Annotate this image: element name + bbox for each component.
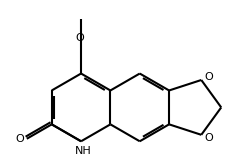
Text: O: O: [15, 134, 24, 144]
Text: OCH₃: OCH₃: [83, 14, 109, 24]
Text: methoxy: methoxy: [78, 15, 84, 16]
Text: NH: NH: [74, 146, 91, 156]
Text: O: O: [205, 133, 214, 143]
Text: O: O: [75, 33, 84, 43]
Text: O: O: [205, 72, 214, 82]
